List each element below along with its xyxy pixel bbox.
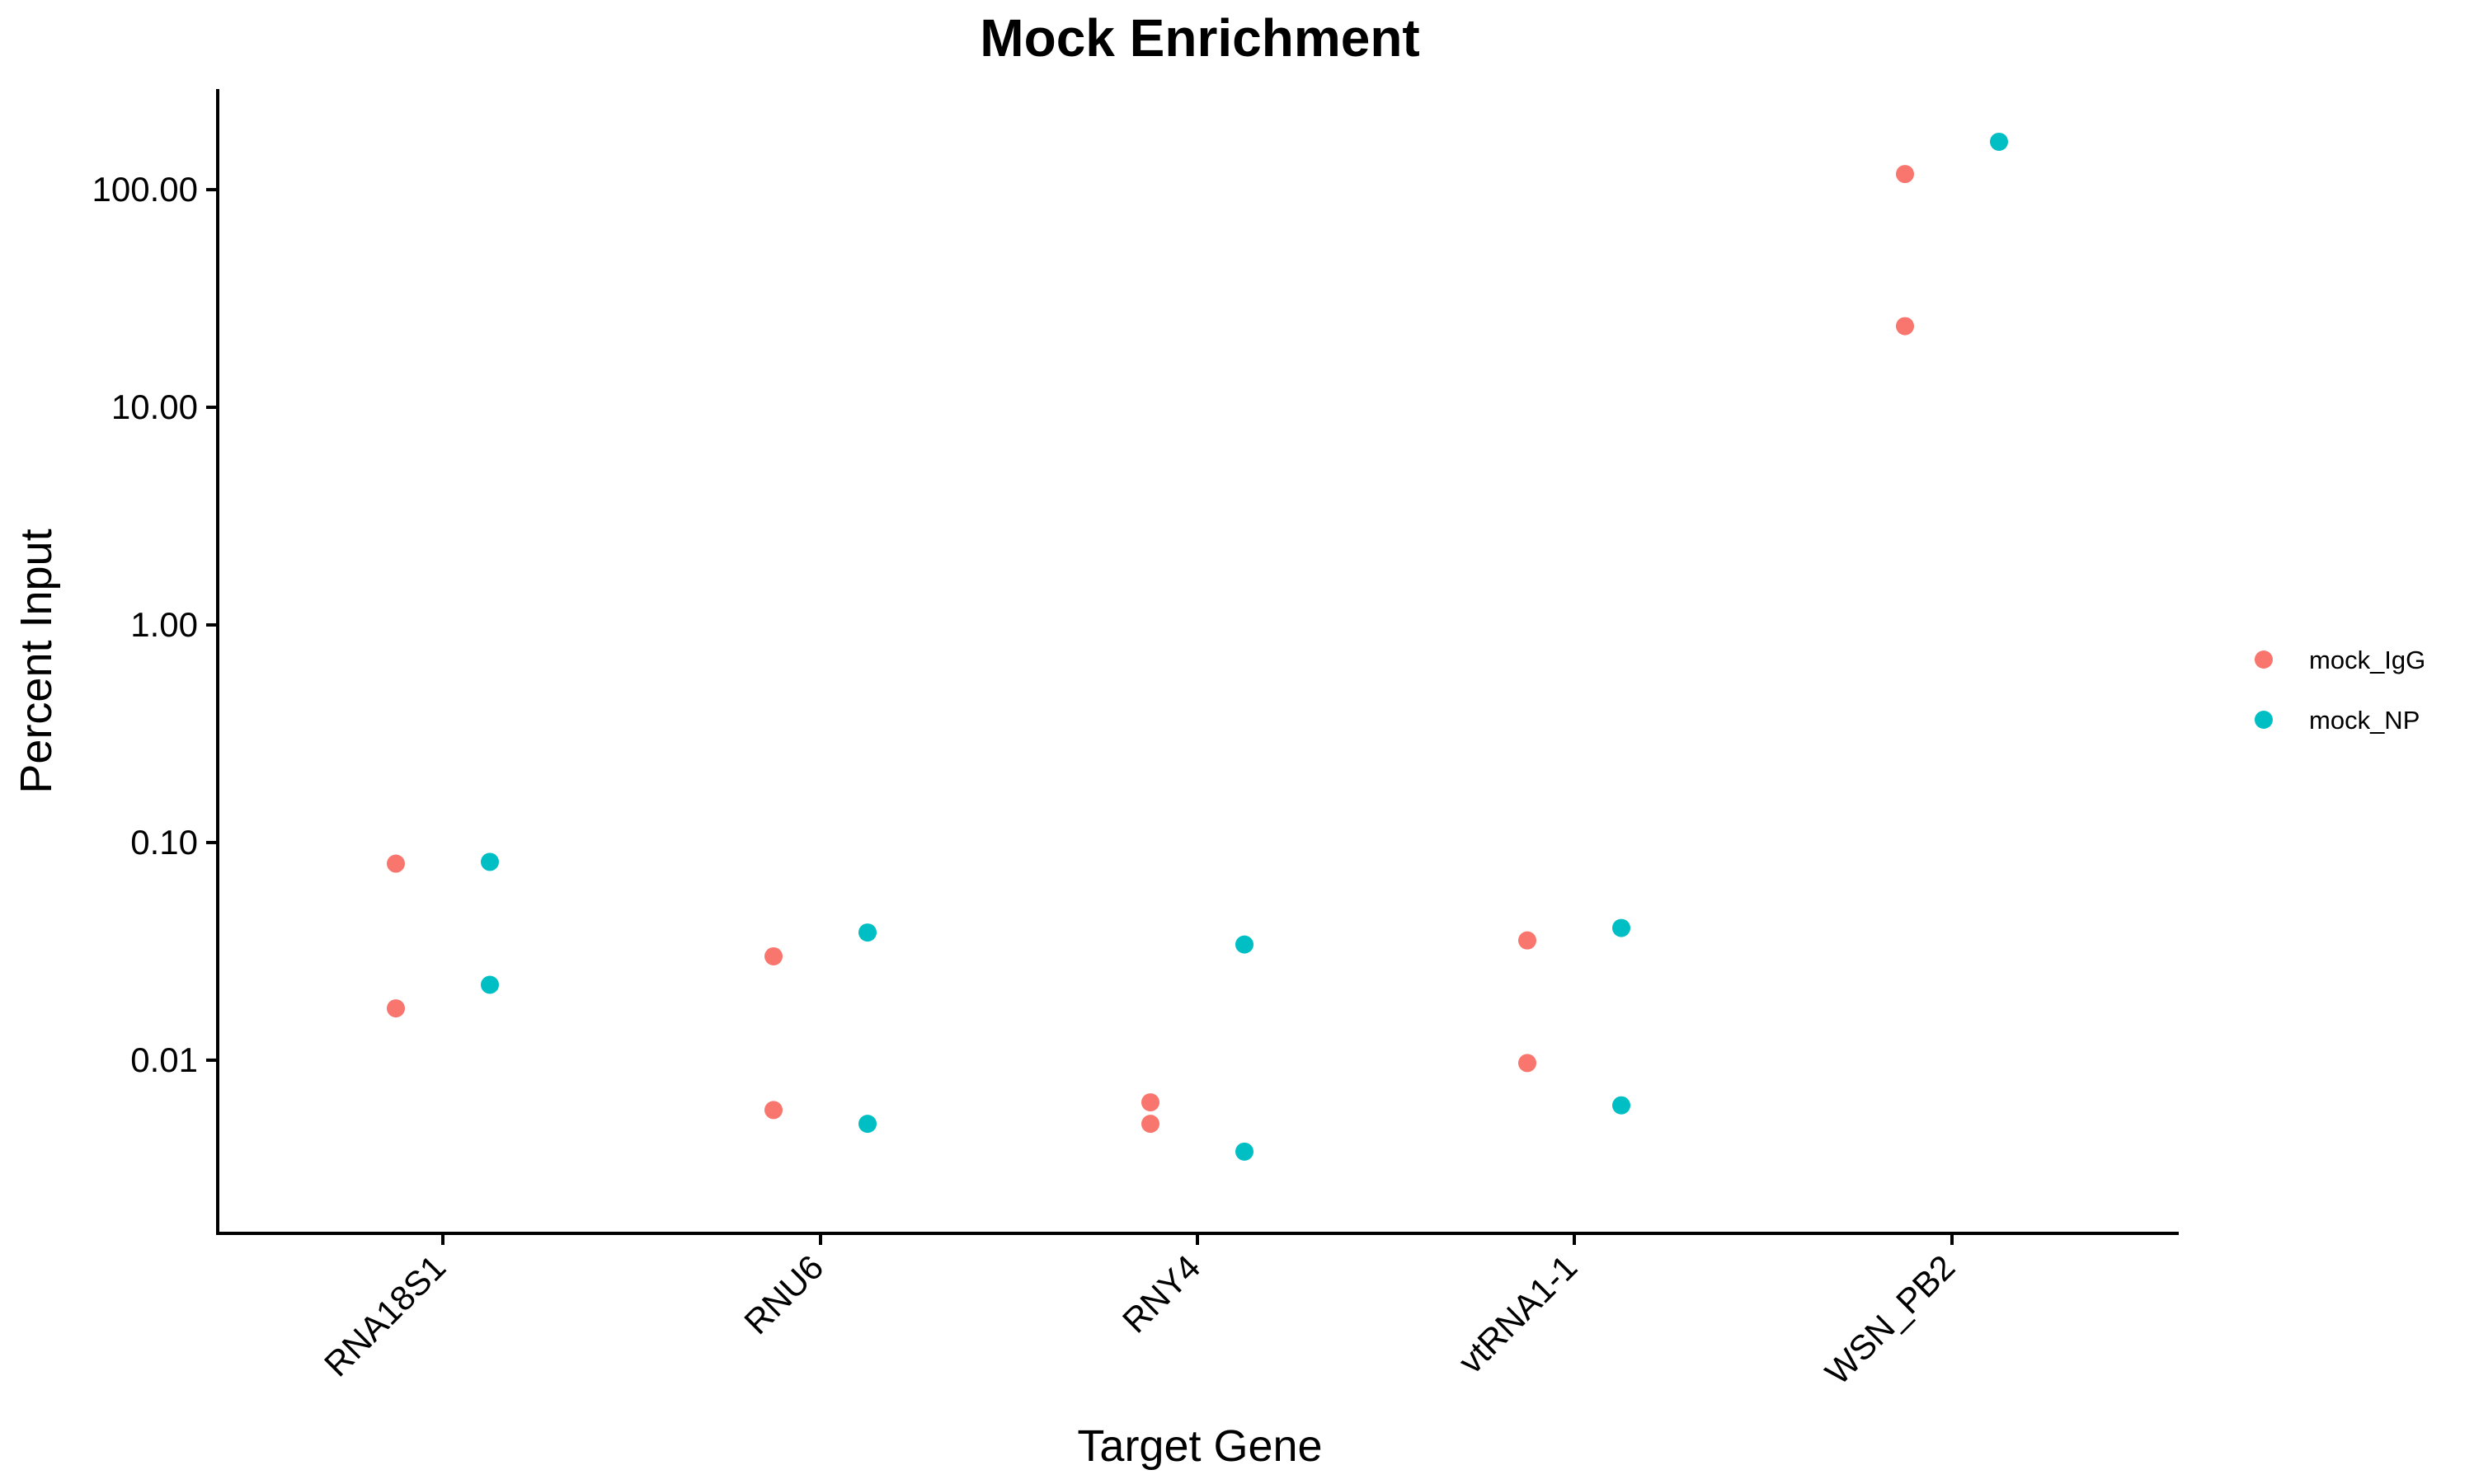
legend: mock_IgG mock_NP: [2255, 646, 2425, 735]
x-axis-title: Target Gene: [1077, 1421, 1322, 1471]
y-tick-label: 1.00: [130, 605, 198, 644]
y-tick-label: 100.00: [92, 170, 198, 209]
y-tick-label: 10.00: [111, 387, 198, 426]
data-point-mock_NP: [481, 852, 499, 871]
chart-title: Mock Enrichment: [980, 8, 1419, 68]
y-axis-ticks: 0.01 0.10 1.00 10.00 100.00: [92, 170, 218, 1079]
data-point-mock_IgG: [764, 1101, 783, 1120]
legend-label: mock_IgG: [2309, 646, 2425, 674]
data-points: [387, 132, 2008, 1161]
data-point-mock_NP: [858, 1115, 877, 1134]
legend-label: mock_NP: [2309, 706, 2420, 735]
data-point-mock_NP: [481, 975, 499, 994]
data-point-mock_IgG: [764, 946, 783, 965]
data-point-mock_IgG: [1518, 1054, 1536, 1073]
data-point-mock_NP: [858, 923, 877, 942]
data-point-mock_NP: [1235, 1142, 1253, 1161]
y-axis-title: Percent Input: [12, 528, 61, 793]
data-point-mock_NP: [1990, 132, 2008, 151]
data-point-mock_IgG: [1141, 1093, 1159, 1112]
data-point-mock_IgG: [1896, 165, 1914, 184]
y-tick-label: 0.10: [130, 823, 198, 862]
data-point-mock_NP: [1612, 918, 1630, 937]
data-point-mock_NP: [1235, 935, 1253, 954]
y-tick-label: 0.01: [130, 1040, 198, 1079]
data-point-mock_IgG: [387, 999, 405, 1018]
legend-key: [2255, 711, 2273, 729]
data-point-mock_NP: [1612, 1096, 1630, 1115]
legend-key: [2255, 650, 2273, 669]
data-point-mock_IgG: [387, 854, 405, 873]
data-point-mock_IgG: [1896, 317, 1914, 336]
data-point-mock_IgG: [1518, 931, 1536, 950]
data-point-mock_IgG: [1141, 1115, 1159, 1134]
